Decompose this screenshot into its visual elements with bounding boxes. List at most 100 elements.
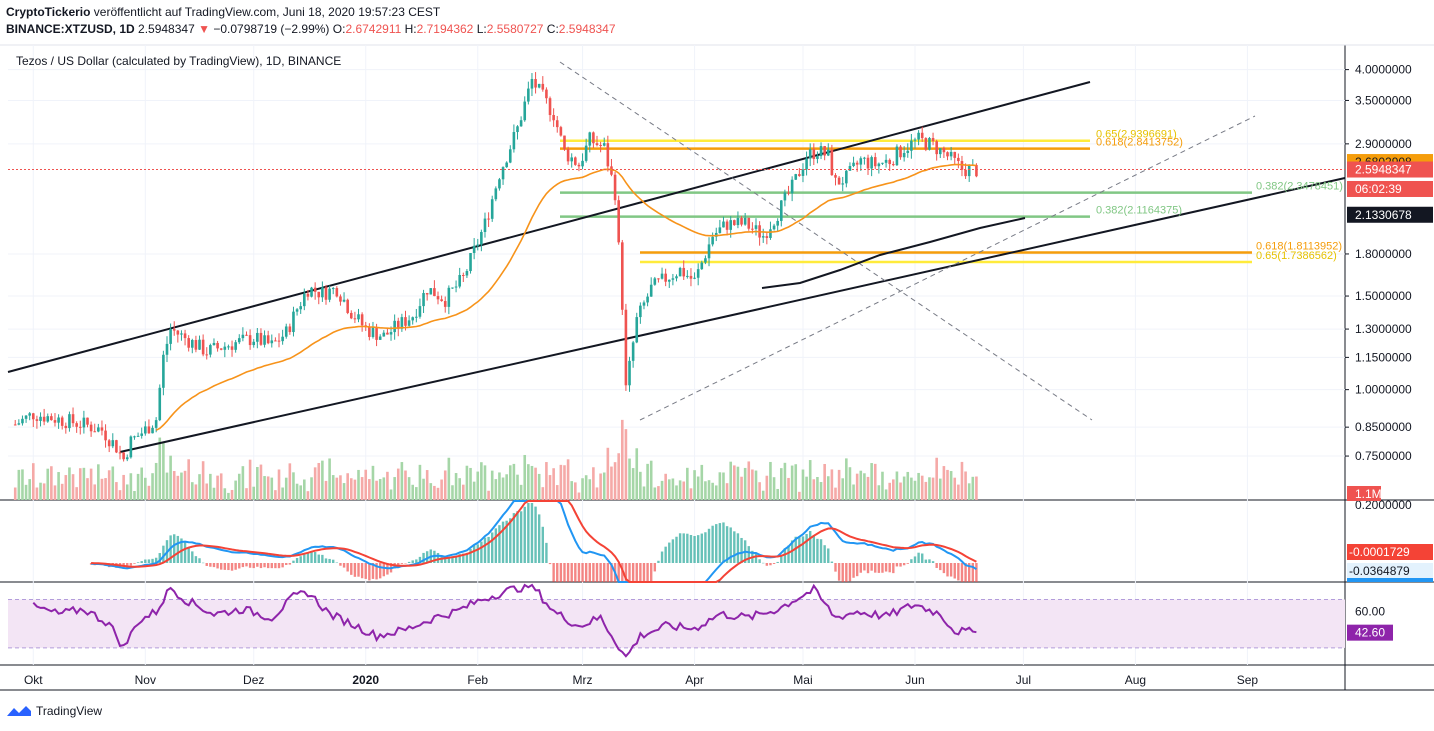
volume-bar <box>714 485 718 500</box>
volume-bar <box>476 471 480 500</box>
volume-bar <box>736 466 740 500</box>
candle <box>548 98 552 116</box>
macd-histogram-bar <box>577 563 581 582</box>
volume-bar <box>462 484 465 500</box>
footer-brand[interactable]: TradingView <box>6 704 102 718</box>
y-tick-label: 1.8000000 <box>1355 247 1412 261</box>
macd-histogram-bar <box>151 558 154 563</box>
volume-bar <box>324 480 328 500</box>
volume-bar <box>144 477 147 500</box>
publish-text: veröffentlicht auf TradingView.com, Juni… <box>90 5 441 19</box>
macd-histogram-bar <box>465 552 469 563</box>
volume-bar <box>870 463 873 500</box>
volume-bar <box>389 489 393 500</box>
candle <box>747 217 751 229</box>
macd-histogram-bar <box>162 545 165 563</box>
macd-histogram-bar <box>458 554 461 563</box>
macd-histogram-bar <box>631 563 635 582</box>
volume-bar <box>899 482 902 500</box>
volume-bar <box>169 455 172 500</box>
macd-histogram-bar <box>975 563 978 582</box>
volume-bar <box>758 482 761 500</box>
candle <box>801 169 805 176</box>
volume-bar <box>946 469 949 500</box>
candle <box>281 336 284 342</box>
volume-bar <box>682 481 686 500</box>
candle <box>360 314 364 326</box>
macd-histogram-bar <box>476 544 479 563</box>
macd-histogram-bar <box>371 563 375 579</box>
candle <box>158 387 162 421</box>
x-tick-label: Apr <box>685 673 704 687</box>
volume-bar <box>823 463 826 500</box>
macd-histogram-bar <box>306 552 310 563</box>
macd-histogram-bar <box>176 535 180 563</box>
candle <box>606 143 610 167</box>
volume-bar <box>913 480 917 500</box>
macd-histogram-bar <box>418 556 422 563</box>
volume-bar <box>360 477 364 500</box>
candle <box>628 360 631 386</box>
candle <box>368 327 371 337</box>
volume-bar <box>938 478 942 500</box>
volume-bar <box>89 468 93 500</box>
macd-histogram-bar <box>173 534 176 563</box>
candle <box>100 427 104 431</box>
volume-bar <box>53 485 57 500</box>
volume-bar <box>212 487 216 500</box>
volume-bar <box>498 472 501 500</box>
macd-histogram-bar <box>740 537 743 563</box>
volume-bar <box>920 475 924 500</box>
x-tick-label: Feb <box>467 673 488 687</box>
candle <box>248 335 252 346</box>
y-tick-label: 4.0000000 <box>1355 63 1412 77</box>
volume-bar <box>328 458 331 500</box>
macd-histogram-bar <box>292 560 295 563</box>
macd-histogram-bar <box>566 563 570 582</box>
volume-bar <box>537 473 541 500</box>
candle <box>480 231 483 245</box>
volume-bar <box>790 465 794 500</box>
macd-histogram-bar <box>693 536 696 563</box>
macd-histogram-bar <box>646 563 649 582</box>
author[interactable]: CryptoTickerio <box>6 5 91 19</box>
macd-histogram-bar <box>696 535 700 563</box>
macd-histogram-bar <box>245 563 248 567</box>
volume-bar <box>227 492 230 500</box>
volume-bar <box>657 486 660 500</box>
volume-bar <box>693 470 696 500</box>
volume-bar <box>845 458 848 500</box>
brand-name: TradingView <box>36 704 103 718</box>
volume-bar <box>848 467 852 500</box>
volume-bar <box>147 485 151 500</box>
volume-bar <box>162 442 165 500</box>
candle <box>140 433 143 436</box>
macd-histogram-bar <box>480 541 483 563</box>
candle <box>949 151 953 157</box>
volume-bar <box>86 478 89 500</box>
ohlc-bar: BINANCE:XTZUSD, 1D 2.5948347 ▼ −0.079871… <box>6 22 616 36</box>
candle <box>855 162 859 165</box>
candle <box>892 164 895 166</box>
candle <box>209 345 212 355</box>
channel-upper-line <box>7 81 1091 373</box>
macd-histogram-bar <box>378 563 382 579</box>
candle <box>805 158 808 170</box>
volume-bar <box>436 487 440 500</box>
macd-histogram-bar <box>548 563 552 565</box>
volume-bar <box>917 472 920 500</box>
candle <box>78 426 82 428</box>
candle <box>541 83 545 90</box>
macd-histogram-bar <box>635 563 638 582</box>
macd-histogram-bar <box>209 563 212 567</box>
macd-histogram-bar <box>823 545 826 563</box>
time-axis: Okt Nov Dez 2020 Feb Mrz Apr Mai Jun Jul Aug Sep <box>24 673 1258 687</box>
macd-histogram-bar <box>407 561 411 563</box>
macd-histogram-bar <box>707 528 711 563</box>
volume-bar <box>859 470 863 500</box>
macd-histogram-bar <box>512 513 516 563</box>
candle <box>545 89 548 99</box>
volume-bar <box>610 466 613 500</box>
macd-histogram-bar <box>144 559 147 563</box>
